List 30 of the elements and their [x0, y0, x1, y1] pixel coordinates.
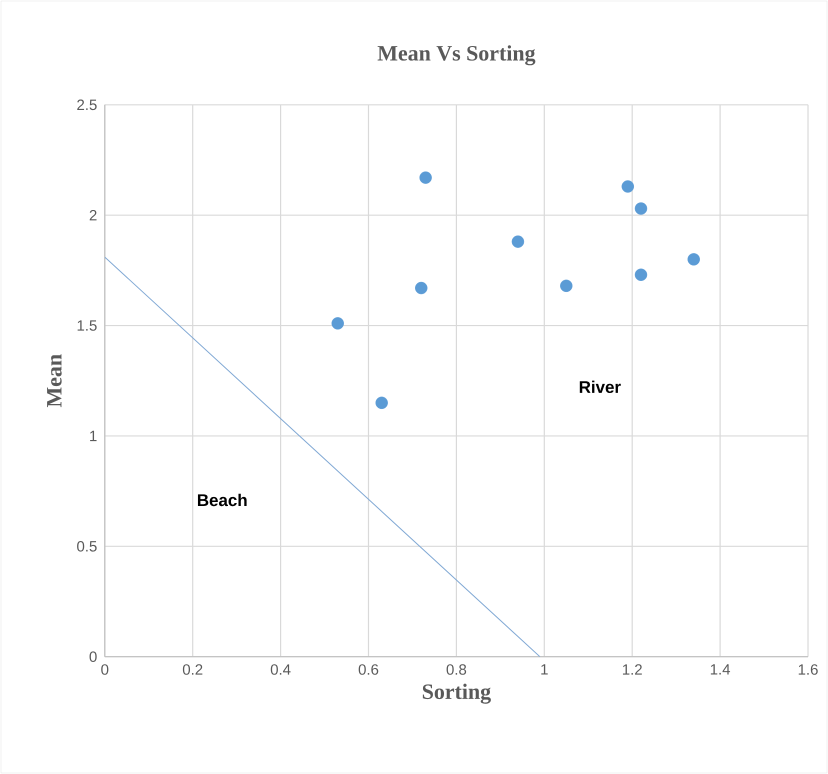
y-tick-label: 0 [90, 651, 97, 662]
x-tick-label: 0.6 [358, 664, 378, 675]
point [622, 180, 634, 193]
x-tick-label: 0.4 [270, 664, 291, 675]
x-tick-label: 0.2 [182, 664, 202, 675]
point [634, 202, 648, 215]
point [419, 171, 432, 184]
x-tick-label: 1.2 [622, 664, 642, 675]
x-axis-title: Sorting [422, 684, 491, 704]
point [512, 235, 524, 248]
point [560, 280, 572, 292]
x-tick-label: 1.4 [710, 664, 730, 674]
y-tick-label: 0.5 [77, 541, 97, 552]
y-tick-label: 1.5 [78, 320, 97, 331]
y-axis-title: Mean [47, 354, 62, 408]
x-tick-label: 0 [101, 664, 108, 675]
point [688, 253, 700, 266]
y-tick-label: 1 [90, 430, 97, 442]
x-tick-label: 0.8 [446, 664, 466, 675]
point [332, 317, 344, 330]
annotation: River [580, 380, 621, 394]
y-tick-label: 2.5 [77, 100, 97, 110]
x-tick-label: 1 [541, 664, 548, 674]
annotation: Beach [198, 494, 247, 506]
point [415, 282, 428, 294]
point [375, 396, 388, 410]
point [634, 268, 648, 281]
chart-title: Mean Vs Sorting [378, 45, 536, 66]
x-tick-label: 1.6 [798, 664, 818, 675]
y-tick-label: 2 [90, 210, 97, 220]
